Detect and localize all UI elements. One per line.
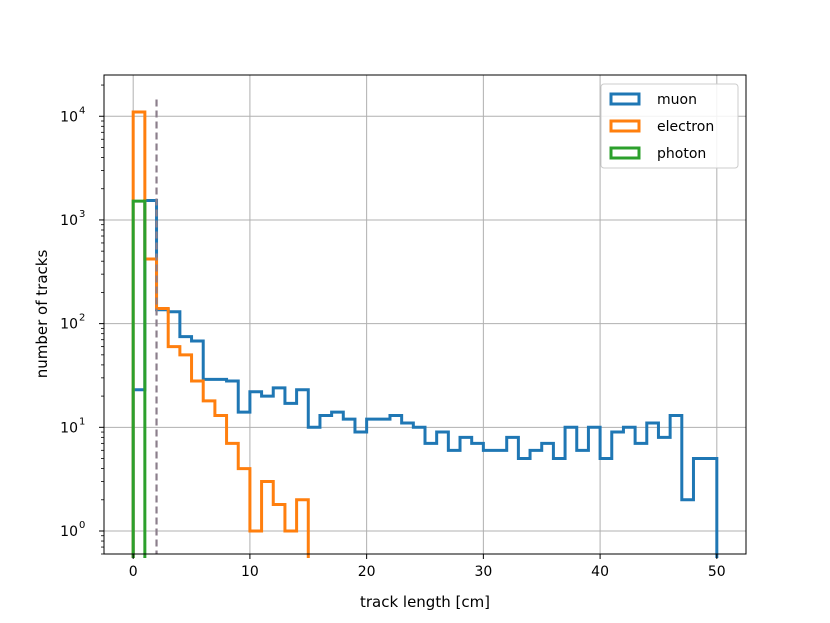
series-electron-step [131, 110, 310, 558]
legend-label-photon: photon [657, 146, 706, 162]
y-tick-exponent: 3 [79, 209, 85, 220]
y-tick-label: 10 [60, 524, 78, 540]
legend-label-electron: electron [657, 119, 714, 135]
y-tick-exponent: 4 [79, 105, 85, 116]
x-tick-label: 50 [708, 564, 726, 580]
y-tick-label: 10 [60, 317, 78, 333]
y-tick-label: 10 [60, 109, 78, 125]
series-muon-step [131, 199, 719, 558]
x-axis-ticks: 0 10 20 30 40 50 [129, 554, 726, 580]
x-axis-label: track length [cm] [360, 593, 490, 611]
y-tick-exponent: 1 [79, 416, 85, 427]
legend-swatch-electron [609, 119, 641, 133]
legend-label-muon: muon [657, 92, 697, 108]
series-photon-step [131, 199, 147, 558]
y-tick-exponent: 0 [79, 520, 85, 531]
y-tick-label: 10 [60, 420, 78, 436]
x-tick-label: 0 [129, 564, 138, 580]
legend: muon electron photon [600, 83, 739, 169]
histogram-series [131, 110, 719, 558]
y-axis-label: number of tracks [33, 250, 51, 379]
legend-swatch-photon [609, 146, 641, 160]
legend-swatch-muon [609, 92, 641, 106]
x-tick-label: 20 [358, 564, 376, 580]
x-tick-label: 10 [241, 564, 259, 580]
x-tick-label: 40 [591, 564, 609, 580]
x-tick-label: 30 [474, 564, 492, 580]
y-tick-label: 10 [60, 213, 78, 229]
y-tick-exponent: 2 [79, 313, 85, 324]
plot-frame [103, 74, 747, 555]
